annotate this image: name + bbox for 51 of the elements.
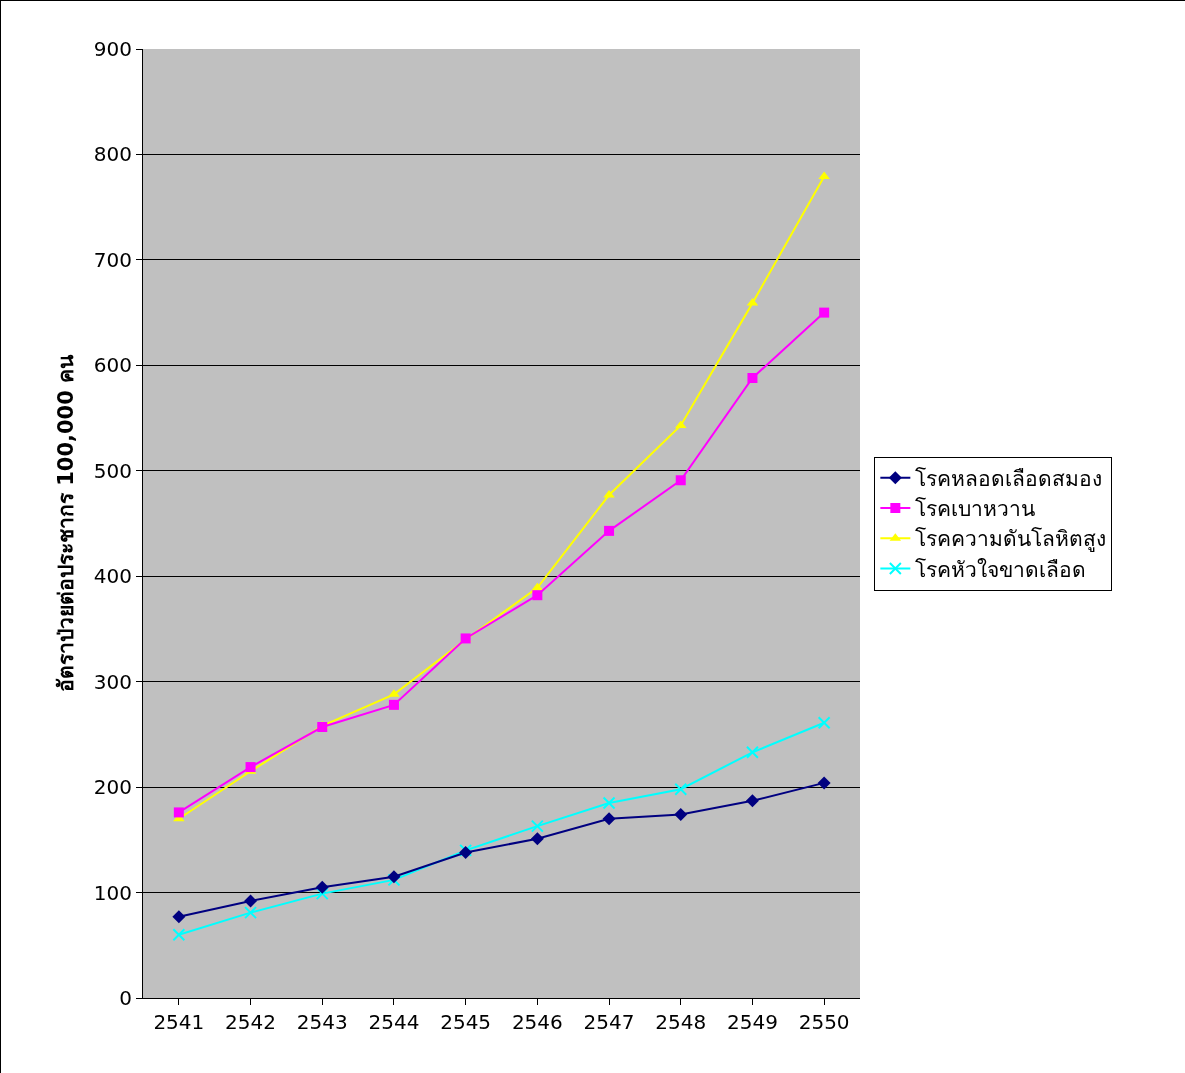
point <box>602 812 616 826</box>
legend-label: โรคหลอดเลือดสมอง <box>915 466 1103 491</box>
x-tick-label: 2549 <box>727 1010 778 1034</box>
legend-label: โรคความดันโลหิตสูง <box>915 527 1107 553</box>
point <box>530 832 544 846</box>
point <box>674 808 688 822</box>
point <box>674 782 688 796</box>
point <box>244 894 258 908</box>
point <box>315 887 329 901</box>
y-tick-label: 0 <box>119 986 132 1010</box>
point <box>818 171 830 180</box>
point <box>244 906 258 920</box>
point <box>530 819 544 833</box>
point <box>172 910 186 924</box>
y-tick-label: 300 <box>93 669 132 694</box>
point <box>745 794 759 808</box>
x-tick-label: 2544 <box>368 1010 420 1034</box>
legend-label: โรคหัวใจขาดเลือด <box>915 557 1087 582</box>
y-tick-label: 400 <box>93 564 132 589</box>
y-tick-label: 100 <box>93 880 132 905</box>
point <box>317 722 328 733</box>
x-tick-label: 2550 <box>798 1010 850 1034</box>
y-axis-title: อัตราป่วยต่อประชากร 100,000 คน <box>53 353 78 693</box>
y-tick-label: 700 <box>93 247 132 272</box>
point <box>675 475 686 486</box>
point <box>245 762 256 773</box>
point <box>532 590 543 601</box>
x-tick-label: 2545 <box>440 1010 492 1034</box>
y-tick-label: 900 <box>93 37 132 61</box>
point <box>817 776 831 790</box>
point <box>817 716 831 730</box>
y-tick-label: 500 <box>93 458 132 483</box>
point <box>819 307 830 318</box>
x-tick-label: 2541 <box>153 1010 205 1034</box>
x-tick-label: 2543 <box>296 1010 348 1034</box>
point <box>602 796 616 810</box>
x-tick-label: 2546 <box>511 1010 563 1034</box>
x-tick-label: 2548 <box>655 1010 707 1034</box>
x-tick-label: 2542 <box>225 1010 276 1034</box>
y-tick-label: 200 <box>93 775 132 800</box>
y-tick-label: 800 <box>93 142 132 167</box>
x-tick-label: 2547 <box>583 1010 635 1034</box>
point <box>173 807 184 818</box>
y-tick-label: 600 <box>93 353 132 378</box>
point <box>315 880 329 894</box>
legend-label: โรคเบาหวาน <box>915 497 1036 522</box>
point <box>747 372 758 383</box>
point <box>745 745 759 759</box>
point <box>172 928 186 942</box>
point <box>604 525 615 536</box>
point <box>388 699 399 710</box>
